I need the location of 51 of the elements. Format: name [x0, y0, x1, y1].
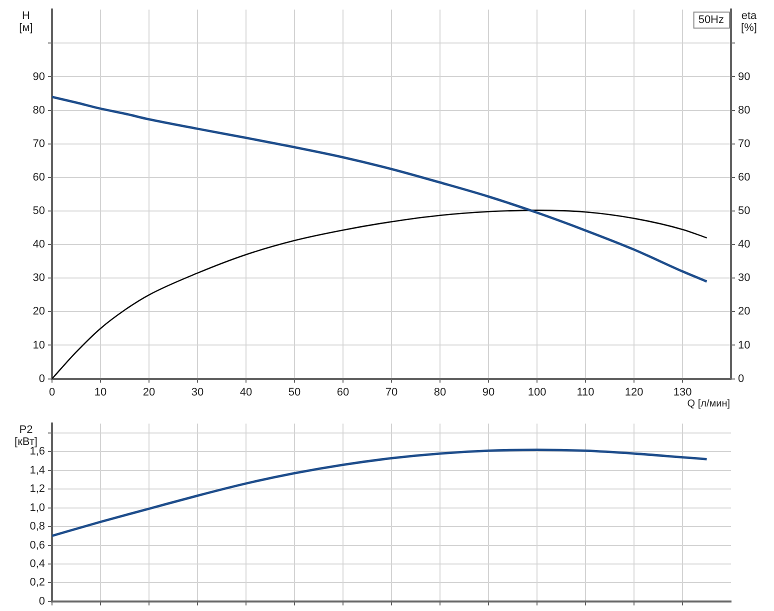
y-axis-title: P2 [кВт]	[14, 424, 38, 448]
y-axis-title: H [м]	[19, 10, 33, 34]
y2-tick-label: 70	[738, 138, 750, 150]
y2-tick-label: 60	[738, 171, 750, 184]
y2-tick-label: 40	[738, 238, 750, 251]
y-tick-label: 0	[38, 595, 45, 608]
y-tick-label: 30	[32, 272, 45, 284]
y-tick-label: 0,2	[30, 576, 45, 589]
y-tick-label: 90	[32, 70, 45, 83]
annotation: 50Hz	[698, 14, 724, 26]
x-tick-label: 30	[191, 386, 204, 398]
x-tick-label: 80	[434, 386, 446, 398]
x-tick-label: 100	[528, 386, 546, 398]
x-tick-label: 130	[673, 386, 692, 398]
y2-tick-label: 90	[738, 70, 750, 83]
y-tick-label: 1,4	[30, 464, 45, 476]
y-tick-label: 40	[32, 238, 45, 251]
y2-tick-label: 30	[738, 272, 750, 284]
y2-axis-title: eta [%]	[741, 10, 758, 34]
y-tick-label: 10	[32, 339, 45, 352]
y-tick-label: 50	[32, 205, 45, 218]
x-tick-label: 70	[385, 386, 398, 398]
y-tick-label: 80	[32, 104, 45, 116]
y-tick-label: 0	[38, 372, 45, 385]
y2-tick-label: 80	[738, 104, 750, 116]
y-tick-label: 1,2	[30, 483, 45, 496]
y-tick-label: 60	[32, 171, 45, 184]
x-tick-label: 60	[336, 386, 350, 398]
x-tick-label: 40	[240, 386, 252, 398]
x-tick-label: 120	[624, 386, 644, 398]
x-tick-label: 10	[94, 386, 107, 398]
y-tick-label: 0,8	[30, 520, 45, 533]
x-axis-title: Q [л/мин]	[687, 398, 730, 410]
y2-tick-label: 0	[738, 372, 744, 385]
y-tick-label: 0,4	[30, 558, 45, 570]
x-tick-label: 20	[142, 386, 156, 398]
line-series	[52, 210, 708, 379]
line-series	[52, 448, 708, 538]
y-tick-label: 1,0	[30, 502, 45, 514]
y-tick-label: 1,6	[30, 446, 45, 458]
x-tick-label: 50	[288, 386, 301, 398]
line-series	[52, 96, 708, 283]
y2-tick-label: 50	[738, 205, 750, 218]
y2-tick-label: 10	[738, 339, 750, 352]
x-tick-label: 90	[482, 386, 495, 398]
y-tick-label: 20	[32, 306, 45, 318]
y-tick-label: 70	[32, 138, 45, 150]
x-tick-label: 110	[576, 386, 594, 398]
y-tick-label: 0,6	[30, 539, 45, 552]
y2-tick-label: 20	[738, 306, 750, 318]
x-tick-label: 0	[48, 386, 56, 398]
